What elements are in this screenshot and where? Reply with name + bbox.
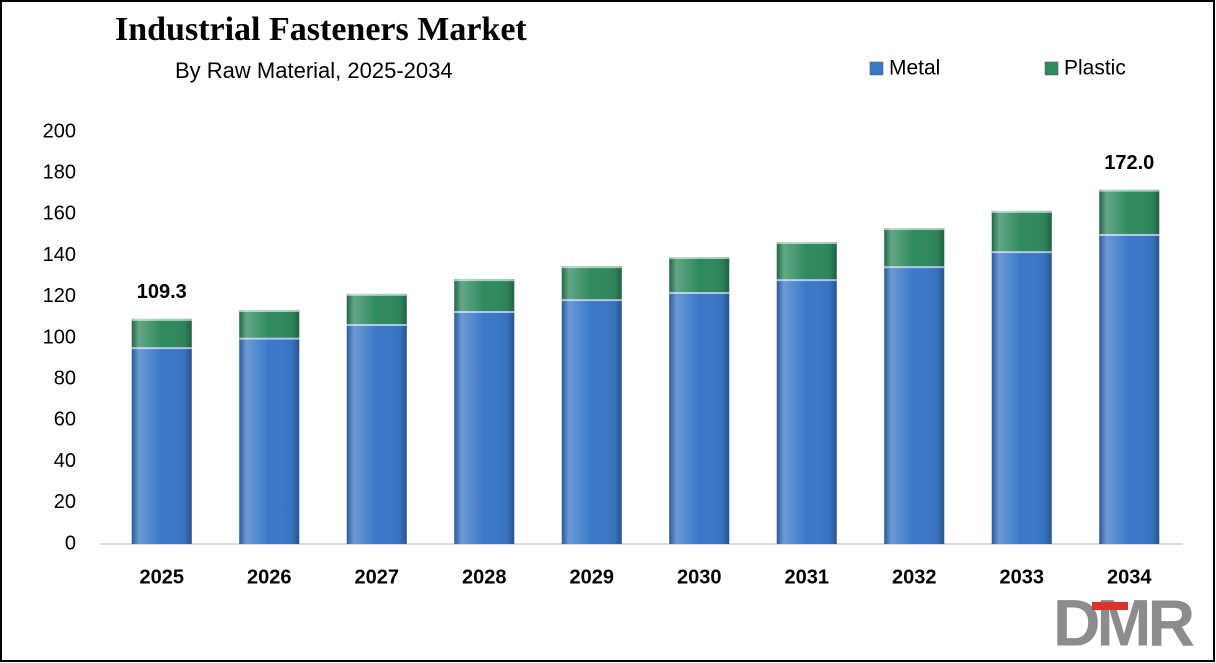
- bar-shade: [346, 323, 407, 544]
- legend-swatch: [869, 61, 884, 76]
- x-tick-label: 2028: [462, 566, 507, 588]
- bar-shade: [991, 251, 1052, 544]
- bar-shade: [131, 318, 192, 348]
- logo-accent: [1092, 602, 1128, 610]
- bar-shade: [776, 279, 837, 544]
- x-tick-label: 2034: [1107, 566, 1152, 588]
- bar-shade: [346, 293, 407, 324]
- bar-shade: [131, 347, 192, 544]
- y-tick-label: 200: [43, 120, 76, 142]
- x-tick-label: 2033: [1000, 566, 1045, 588]
- x-tick-label: 2031: [785, 566, 830, 588]
- y-tick-label: 80: [54, 367, 76, 389]
- x-tick-label: 2032: [892, 566, 937, 588]
- bar-shade: [239, 309, 300, 338]
- bar-shade: [669, 292, 730, 544]
- y-tick-label: 60: [54, 409, 76, 431]
- y-tick-label: 160: [43, 203, 76, 225]
- bar-shade: [239, 337, 300, 544]
- bar-shade: [454, 279, 515, 312]
- y-tick-label: 100: [43, 326, 76, 348]
- y-tick-label: 140: [43, 244, 76, 266]
- bar-shade: [561, 266, 622, 300]
- y-tick-label: 40: [54, 450, 76, 472]
- x-tick-label: 2029: [570, 566, 615, 588]
- bar-shade: [776, 242, 837, 280]
- bar-shade: [884, 266, 945, 544]
- chart-subtitle: By Raw Material, 2025-2034: [175, 58, 453, 83]
- chart-title: Industrial Fasteners Market: [115, 11, 527, 48]
- bar-shade: [669, 257, 730, 293]
- bar-shade: [1099, 189, 1160, 234]
- bar-shade: [884, 227, 945, 267]
- x-tick-label: 2030: [677, 566, 722, 588]
- y-tick-label: 180: [43, 161, 76, 183]
- legend-label: Metal: [889, 57, 940, 80]
- x-tick-label: 2025: [140, 566, 185, 588]
- bar-shade: [561, 299, 622, 544]
- y-tick-label: 20: [54, 491, 76, 513]
- y-tick-label: 0: [65, 532, 76, 554]
- x-tick-label: 2026: [247, 566, 292, 588]
- legend-swatch: [1044, 61, 1059, 76]
- bar-shade: [991, 210, 1052, 252]
- bar-shade: [454, 311, 515, 544]
- legend-label: Plastic: [1064, 57, 1126, 80]
- total-label: 109.3: [137, 281, 187, 303]
- y-tick-label: 120: [43, 285, 76, 307]
- logo: DMR: [1053, 585, 1195, 659]
- bar-shade: [1099, 233, 1160, 544]
- total-label: 172.0: [1104, 152, 1154, 174]
- x-tick-label: 2027: [355, 566, 400, 588]
